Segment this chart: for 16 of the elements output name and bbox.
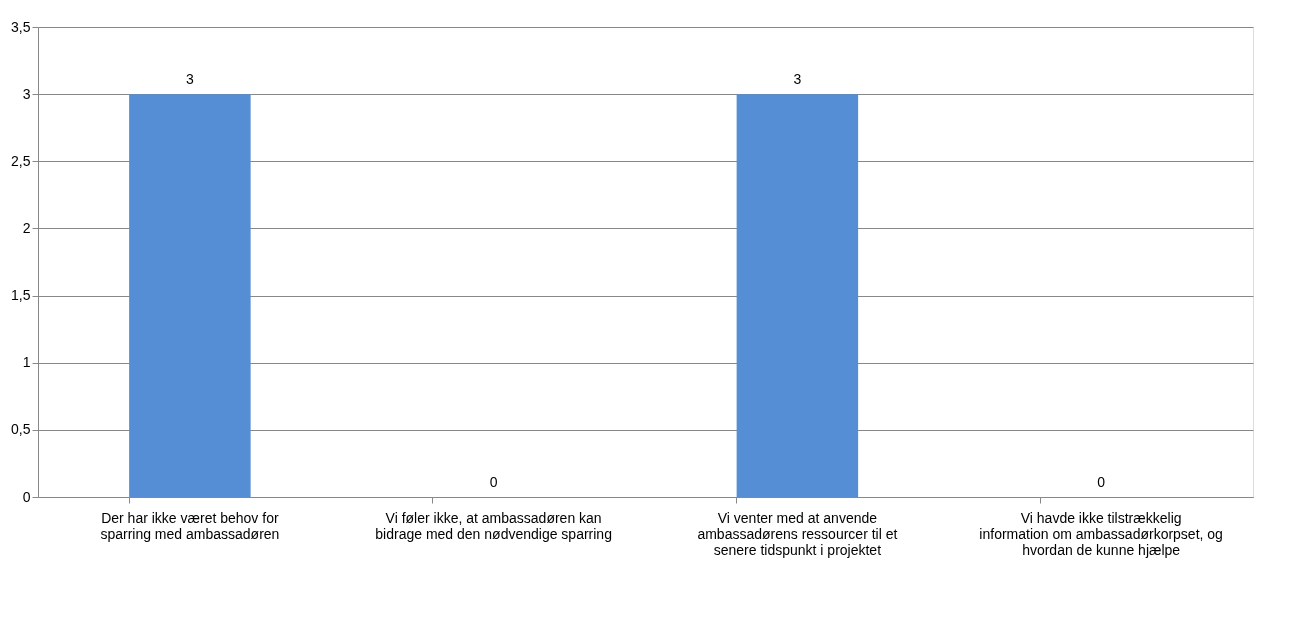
y-tick-label: 3 [22, 85, 31, 102]
data-label: 0 [489, 474, 498, 490]
y-tick-label: 2 [22, 219, 31, 236]
x-tick-label: Vi føler ikke, at ambassadøren kan bidrage med den nødvendige sparring [375, 509, 612, 542]
y-tick-label: 1,5 [11, 287, 31, 304]
data-label: 3 [793, 71, 802, 88]
x-tick-label: Vi havde ikke tilstrækkelig information om ambassadørkorpset, og hvordan de kunne hjælpe [979, 509, 1223, 558]
y-tick-label: 2,5 [11, 152, 31, 169]
x-tick-label: Vi venter med at anvende ambassadørens ressourcer til et senere tidspunkt i projektet [697, 509, 898, 558]
y-tick-label: 0 [22, 488, 31, 505]
x-tick-label: Der har ikke været behov for sparring med ambassadøren [100, 509, 280, 542]
y-tick-label: 0,5 [11, 421, 31, 438]
y-tick-label: 1 [22, 354, 31, 371]
data-label: 0 [1097, 474, 1106, 490]
y-tick-label: 3,5 [11, 18, 31, 35]
data-label: 3 [185, 71, 194, 88]
